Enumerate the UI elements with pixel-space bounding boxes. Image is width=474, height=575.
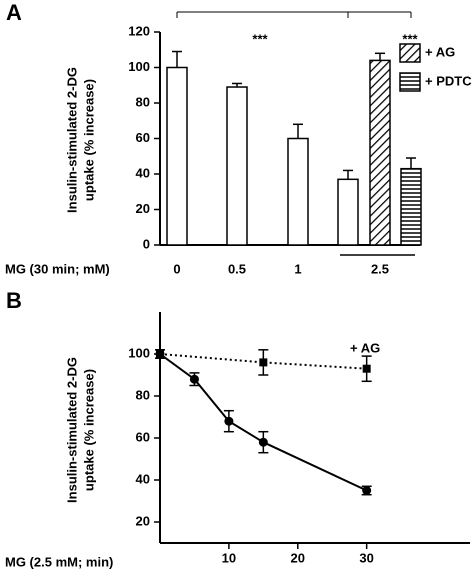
series-label: + AG (350, 340, 380, 355)
y-tick-label: 20 (136, 201, 150, 216)
marker (258, 437, 268, 447)
bar (369, 59, 391, 246)
bar (400, 167, 422, 246)
x-tick-label: 2.5 (371, 261, 389, 276)
y-tick-label: 120 (128, 23, 150, 38)
bar (287, 137, 309, 246)
x-axis-label: MG (2.5 mM; min) (5, 554, 113, 569)
x-tick-label: 0.5 (228, 261, 246, 276)
x-tick-label: 10 (222, 550, 236, 565)
x-axis-label: MG (30 min; mM) (5, 261, 110, 276)
bar (226, 86, 248, 246)
y-axis-label: uptake (% increase) (81, 369, 96, 491)
x-tick-label: 0 (173, 261, 180, 276)
x-tick-label: 1 (294, 261, 301, 276)
panel-label: A (6, 0, 22, 25)
y-tick-label: 100 (128, 345, 150, 360)
marker (224, 416, 234, 426)
marker (156, 350, 164, 358)
marker (362, 364, 371, 373)
y-axis-label: Insulin-stimulated 2-DG (64, 67, 79, 213)
y-tick-label: 40 (136, 471, 150, 486)
y-tick-label: 60 (136, 130, 150, 145)
legend-swatch (399, 72, 421, 92)
y-axis-label: uptake (% increase) (81, 79, 96, 201)
x-tick-label: 20 (291, 550, 305, 565)
y-tick-label: 0 (143, 236, 150, 251)
legend-swatch (399, 43, 421, 63)
marker (189, 374, 199, 384)
y-tick-label: 80 (136, 94, 150, 109)
significance-label: *** (402, 31, 418, 46)
y-tick-label: 60 (136, 429, 150, 444)
marker (259, 358, 268, 367)
bar (166, 66, 188, 246)
y-tick-label: 20 (136, 513, 150, 528)
y-tick-label: 40 (136, 165, 150, 180)
x-tick-label: 30 (359, 550, 373, 565)
panel-label: B (6, 288, 22, 313)
y-tick-label: 80 (136, 387, 150, 402)
significance-bracket (176, 11, 412, 18)
legend-label: + PDTC (425, 73, 472, 88)
y-axis-label: Insulin-stimulated 2-DG (64, 357, 79, 503)
y-tick-label: 100 (128, 59, 150, 74)
significance-label: *** (252, 31, 268, 46)
bar (337, 178, 359, 246)
marker (362, 486, 372, 495)
legend-label: + AG (425, 44, 455, 59)
